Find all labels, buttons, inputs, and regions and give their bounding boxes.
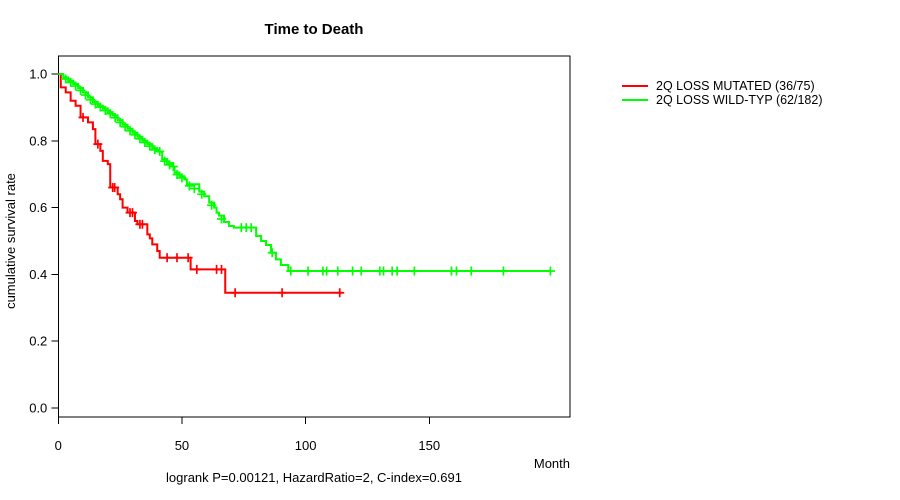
legend-item-wildtype: 2Q LOSS WILD-TYP (62/182) xyxy=(622,93,823,107)
legend-line-red-icon xyxy=(622,85,648,87)
x-axis-label: Month xyxy=(533,456,570,471)
x-tick-label: 0 xyxy=(55,438,62,453)
x-tick-label: 150 xyxy=(418,438,440,453)
x-tick-label: 50 xyxy=(175,438,189,453)
stats-annotation: logrank P=0.00121, HazardRatio=2, C-inde… xyxy=(166,470,462,485)
km-curve-1 xyxy=(58,73,551,273)
y-tick-label: 0.0 xyxy=(29,401,47,416)
legend: 2Q LOSS MUTATED (36/75) 2Q LOSS WILD-TYP… xyxy=(622,79,823,107)
y-tick-label: 0.8 xyxy=(29,133,47,148)
legend-line-green-icon xyxy=(622,99,648,101)
plot-box xyxy=(57,55,571,418)
y-tick-label: 1.0 xyxy=(29,67,47,82)
y-tick-label: 0.6 xyxy=(29,200,47,215)
x-tick-label: 100 xyxy=(295,438,317,453)
legend-label-wildtype: 2Q LOSS WILD-TYP (62/182) xyxy=(656,93,823,107)
legend-label-mutated: 2Q LOSS MUTATED (36/75) xyxy=(656,79,815,93)
legend-item-mutated: 2Q LOSS MUTATED (36/75) xyxy=(622,79,823,93)
y-axis-label: cumulative survival rate xyxy=(3,173,18,309)
km-curve-0 xyxy=(58,73,342,294)
chart-title: Time to Death xyxy=(264,21,364,38)
y-tick-label: 0.4 xyxy=(29,267,47,282)
y-tick-label: 0.2 xyxy=(29,334,47,349)
